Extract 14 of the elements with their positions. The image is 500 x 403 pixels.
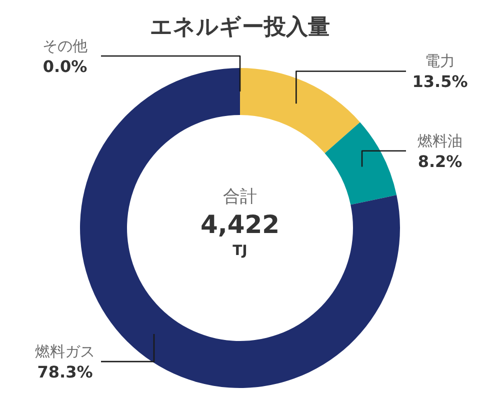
category-label: その他: [42, 37, 88, 55]
chart-title: エネルギー投入量: [150, 15, 330, 40]
donut-slice: [324, 122, 397, 205]
data-label: 8.2%: [418, 152, 462, 171]
text: 4,422: [200, 209, 280, 241]
donut-slice: [240, 68, 360, 154]
data-label: 13.5%: [412, 72, 468, 92]
slice-label: 燃料ガス: [35, 342, 95, 361]
slice-label: 電力: [425, 52, 455, 70]
data-label: 78.3%: [37, 362, 93, 382]
slice-label: 燃料油: [418, 132, 462, 150]
text: 0.0%: [42, 57, 88, 76]
text: TJ: [232, 242, 248, 261]
text: 合計: [223, 186, 257, 209]
